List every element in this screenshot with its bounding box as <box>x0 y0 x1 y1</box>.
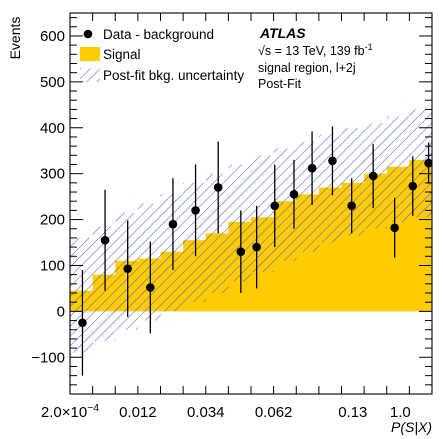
x-axis-title: P(S|X) <box>391 419 432 435</box>
data-point <box>307 163 317 173</box>
y-tick-label: −100 <box>31 349 65 366</box>
data-point <box>289 190 299 199</box>
legend-signal-swatch <box>80 47 100 61</box>
legend-data-label: Data - background <box>103 27 214 42</box>
uncertainty-band-bin <box>251 155 275 273</box>
uncertainty-band-bin <box>386 116 410 222</box>
uncertainty-band-bin <box>92 226 116 342</box>
y-tick-label: 0 <box>57 303 65 320</box>
data-point <box>78 318 87 328</box>
x-tick-label: 0.034 <box>187 404 225 421</box>
data-point <box>123 264 132 273</box>
uncertainty-band-bin <box>341 127 365 236</box>
data-point <box>347 201 356 211</box>
x-tick-label: 2.0×10−4 <box>41 402 99 421</box>
uncertainty-band-bin <box>296 141 320 252</box>
x-tick-label: 0.062 <box>255 404 293 421</box>
data-point <box>270 201 280 211</box>
x-tick-label: 1.0 <box>390 404 411 421</box>
uncertainty-band-bin <box>409 109 432 218</box>
y-tick-label: 100 <box>40 257 65 274</box>
y-tick-label: 200 <box>40 212 65 229</box>
y-tick-label: 500 <box>40 74 65 91</box>
data-point <box>368 171 378 181</box>
atlas-label: ATLAS <box>259 25 306 41</box>
uncertainty-band-bin <box>137 203 161 321</box>
data-point <box>328 156 337 166</box>
x-tick-label: 0.13 <box>338 404 367 421</box>
data-point <box>252 242 261 252</box>
energy-main: √s = 13 TeV, 139 fb <box>258 44 365 58</box>
y-axis-title: Events <box>7 17 23 60</box>
legend-band-label: Post-fit bkg. uncertainty <box>103 68 244 83</box>
uncertainty-band-bin <box>160 194 184 312</box>
y-tick-label: 400 <box>40 120 65 137</box>
data-point <box>191 206 200 215</box>
region-label: signal region, l+2j <box>258 61 356 75</box>
uncertainty-band-bin <box>273 148 297 261</box>
uncertainty-band-bin <box>183 182 207 303</box>
experiment-info: ATLAS √s = 13 TeV, 139 fb-1 signal regio… <box>258 25 373 91</box>
legend: Data - background Signal Post-fit bkg. u… <box>80 27 244 83</box>
data-point <box>236 247 246 256</box>
fit-label: Post-Fit <box>258 77 302 91</box>
y-tick-label: 600 <box>40 28 65 45</box>
data-point <box>424 158 432 168</box>
data-point <box>390 223 399 233</box>
x-tick-label: 0.012 <box>119 404 157 421</box>
data-point <box>213 183 223 192</box>
energy-label: √s = 13 TeV, 139 fb-1 <box>258 42 373 58</box>
data-point <box>100 235 110 245</box>
uncertainty-band-bin <box>70 237 94 353</box>
energy-sup: -1 <box>365 42 373 52</box>
legend-signal-label: Signal <box>103 47 141 62</box>
uncertainty-band-bin <box>205 173 229 294</box>
data-point <box>408 181 418 191</box>
legend-band-swatch <box>80 68 100 82</box>
y-tick-label: 300 <box>40 166 65 183</box>
uncertainty-band-bin <box>228 164 252 282</box>
uncertainty-band-bin <box>318 134 342 243</box>
data-point <box>168 219 178 229</box>
legend-data-marker <box>83 29 93 39</box>
data-point <box>146 283 155 292</box>
